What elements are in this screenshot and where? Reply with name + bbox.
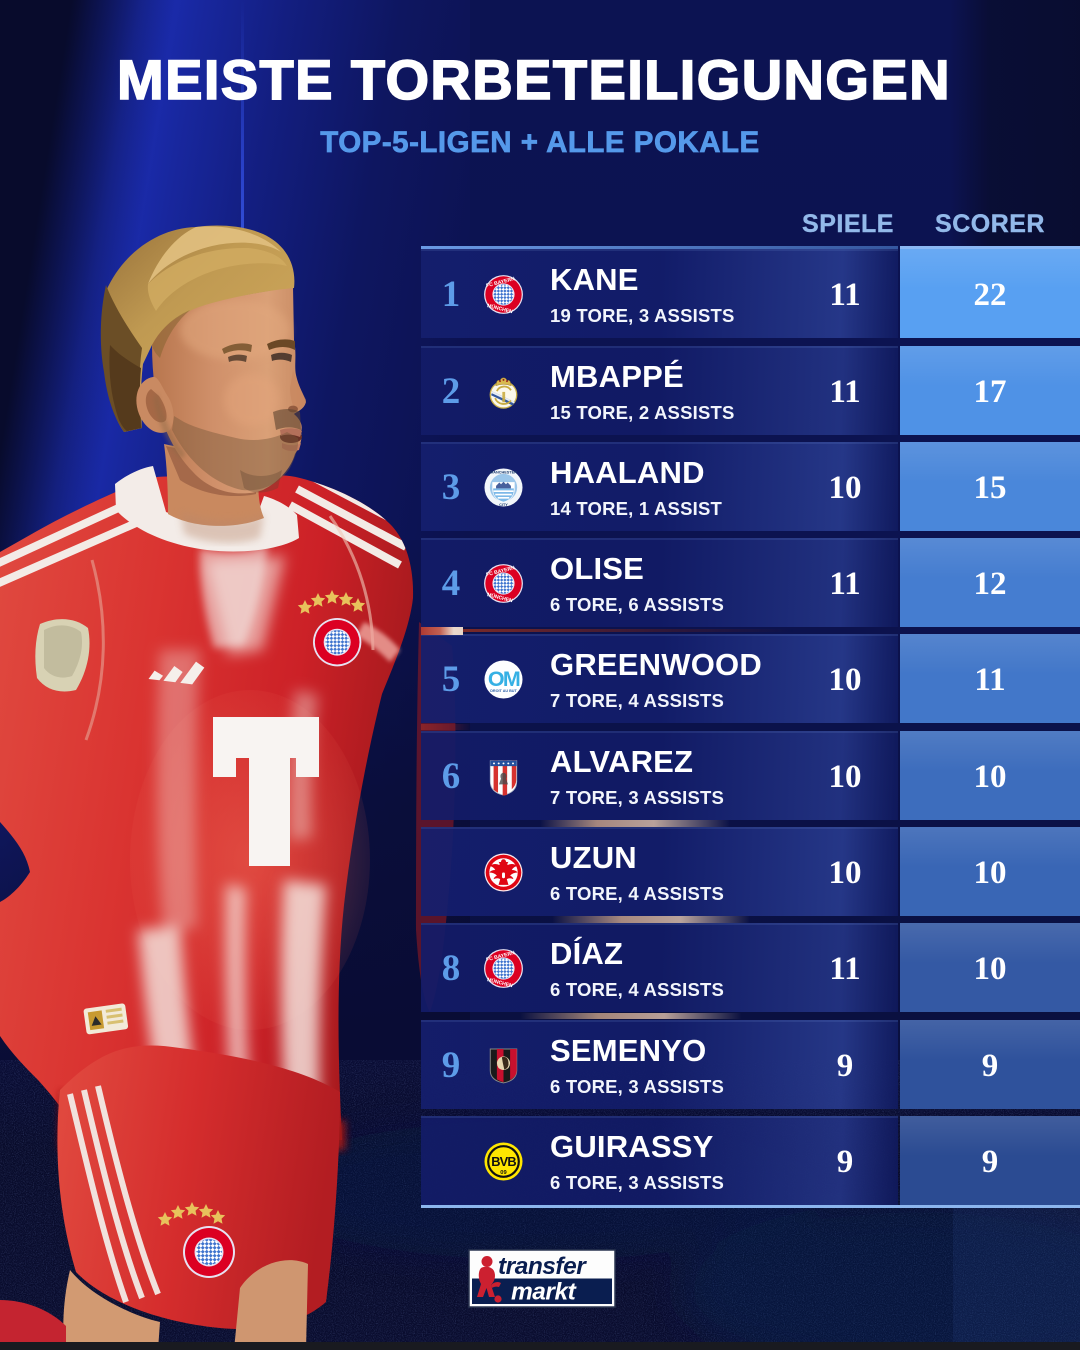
svg-text:transfer: transfer (498, 1253, 587, 1280)
svg-text:markt: markt (511, 1279, 577, 1306)
